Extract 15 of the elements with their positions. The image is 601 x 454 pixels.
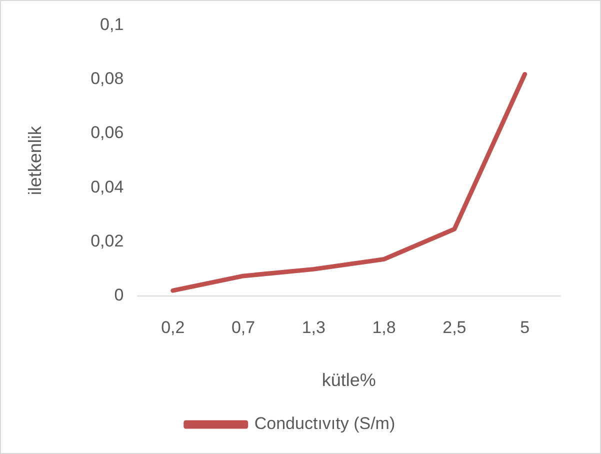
y-axis-title: iletkenlik: [24, 125, 45, 196]
x-tick-label: 0,7: [231, 318, 256, 337]
x-tick-label: 1,8: [372, 318, 396, 337]
legend-label: Conductıvıty (S/m): [254, 414, 396, 434]
y-tick-label: 0,04: [90, 177, 124, 196]
y-tick-label: 0: [114, 286, 124, 305]
x-axis-title: kütle%: [322, 370, 376, 390]
y-tick-label: 0,06: [90, 123, 124, 142]
x-tick-label: 0,2: [161, 318, 185, 337]
y-tick-label: 0,08: [90, 69, 124, 88]
y-tick-label: 0,1: [100, 14, 124, 34]
x-tick-label: 1,3: [302, 318, 326, 337]
x-tick-label: 5: [520, 318, 530, 337]
y-tick-label: 0,02: [90, 232, 124, 251]
x-tick-label: 2,5: [442, 318, 466, 337]
